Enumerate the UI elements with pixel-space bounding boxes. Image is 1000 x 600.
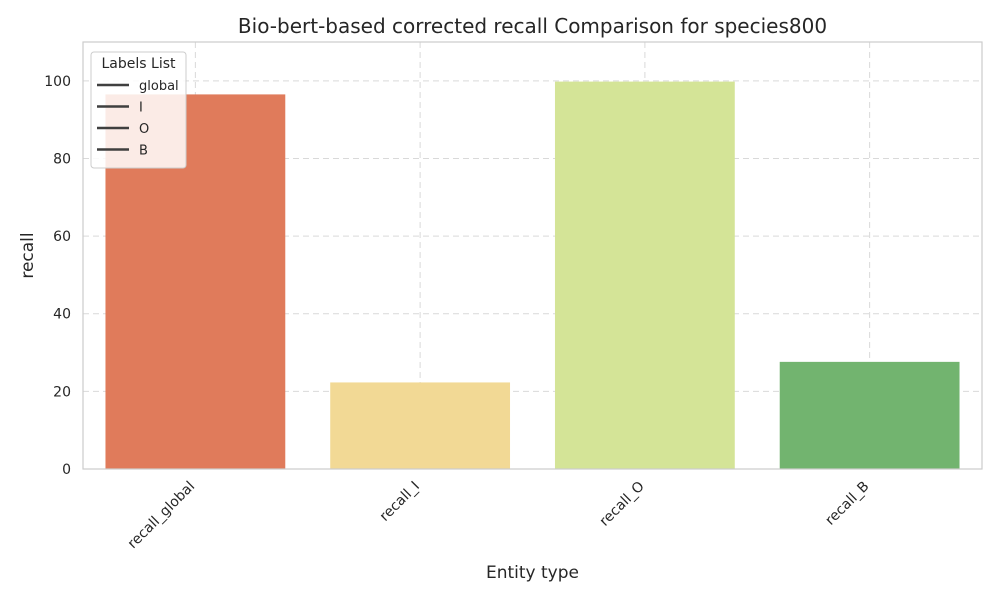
x-tick-label: recall_global <box>125 479 198 552</box>
x-tick-label: recall_B <box>822 479 872 529</box>
bar-recall_B <box>779 361 960 469</box>
legend-label: I <box>139 101 143 116</box>
y-tick-label: 20 <box>53 384 71 400</box>
legend-label: global <box>139 79 179 94</box>
y-tick-labels: 0 20 40 60 80 100 <box>44 74 71 478</box>
bar-recall_I <box>330 382 511 469</box>
bar-recall_O <box>554 81 735 469</box>
y-axis-title: recall <box>18 232 38 278</box>
legend: Labels List global IOB <box>90 51 187 169</box>
x-tick-labels: recall_global recall_I recall_O recall_B <box>125 479 873 552</box>
bars <box>105 81 960 470</box>
legend-label: B <box>139 144 148 159</box>
y-tick-label: 80 <box>53 151 71 167</box>
legend-entry: I <box>97 101 143 116</box>
plot-frame <box>82 41 983 470</box>
legend-entry: B <box>97 144 148 159</box>
x-tick-label: recall_O <box>597 479 648 530</box>
y-tick-label: 0 <box>62 462 71 478</box>
y-tick-label: 60 <box>53 229 71 245</box>
legend-entry: O <box>97 122 149 137</box>
y-tick-label: 40 <box>53 307 71 323</box>
chart-title: Bio-bert-based corrected recall Comparis… <box>238 14 827 38</box>
legend-entries: global IOB <box>97 79 179 159</box>
legend-box <box>90 51 187 169</box>
legend-entry: global <box>97 79 179 94</box>
legend-label: O <box>139 122 149 137</box>
x-axis-title: Entity type <box>486 563 579 583</box>
x-tick-label: recall_I <box>377 479 423 525</box>
legend-title: Labels List <box>102 56 176 72</box>
y-tick-label: 100 <box>44 74 71 90</box>
